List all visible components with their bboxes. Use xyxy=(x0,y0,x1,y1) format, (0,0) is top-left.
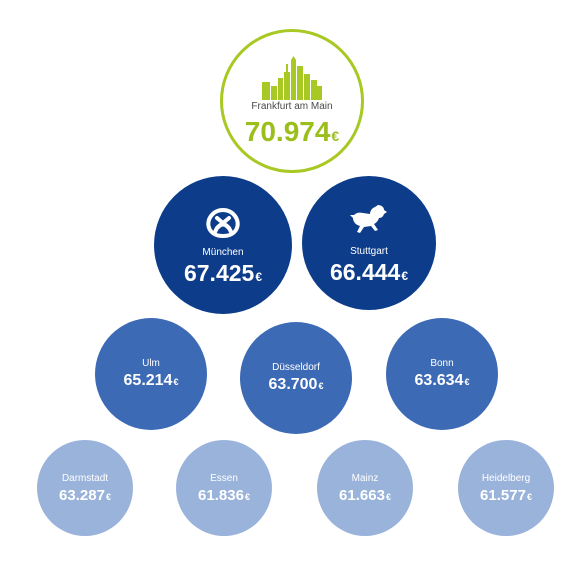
city-value: 63.634€ xyxy=(414,372,470,389)
city-name: Heidelberg xyxy=(481,472,531,484)
bubble-essen: Essen 61.836€ xyxy=(176,440,272,536)
city-name: Mainz xyxy=(351,472,379,484)
city-value: 63.287€ xyxy=(59,486,111,504)
city-name: Ulm xyxy=(142,358,160,369)
city-name: Düsseldorf xyxy=(272,362,320,373)
city-name: Stuttgart xyxy=(350,245,388,257)
bubble-heidelberg: Heidelberg 61.577€ xyxy=(458,440,554,536)
city-value: 61.836€ xyxy=(198,486,250,504)
bubble-darmstadt: Darmstadt 63.287€ xyxy=(37,440,133,536)
city-name: Essen xyxy=(210,472,238,484)
bubble-bonn: Bonn 63.634€ xyxy=(386,318,498,430)
city-value: 66.444€ xyxy=(329,258,409,285)
bubble-muenchen: München 67.425€ xyxy=(154,176,292,314)
bubble-mainz: Mainz 61.663€ xyxy=(317,440,413,536)
bubble-stuttgart: Stuttgart 66.444€ xyxy=(302,176,436,310)
city-name: Bonn xyxy=(430,358,454,369)
city-value: 65.214€ xyxy=(123,372,179,389)
city-value: 63.700€ xyxy=(268,376,324,393)
city-value: 67.425€ xyxy=(183,259,263,286)
city-value: 70.974€ xyxy=(244,116,340,147)
city-value: 61.577€ xyxy=(480,486,532,504)
skyline-icon xyxy=(262,56,322,100)
horse-icon xyxy=(350,204,387,233)
bubble-ulm: Ulm 65.214€ xyxy=(95,318,207,430)
bubble-duesseldorf: Düsseldorf 63.700€ xyxy=(240,322,352,434)
city-name: München xyxy=(202,246,244,258)
city-value: 61.663€ xyxy=(339,486,391,504)
city-name: Darmstadt xyxy=(61,472,109,484)
pretzel-icon xyxy=(206,207,240,238)
city-name: Frankfurt am Main xyxy=(251,101,333,112)
bubble-frankfurt: Frankfurt am Main 70.974€ xyxy=(220,29,364,173)
